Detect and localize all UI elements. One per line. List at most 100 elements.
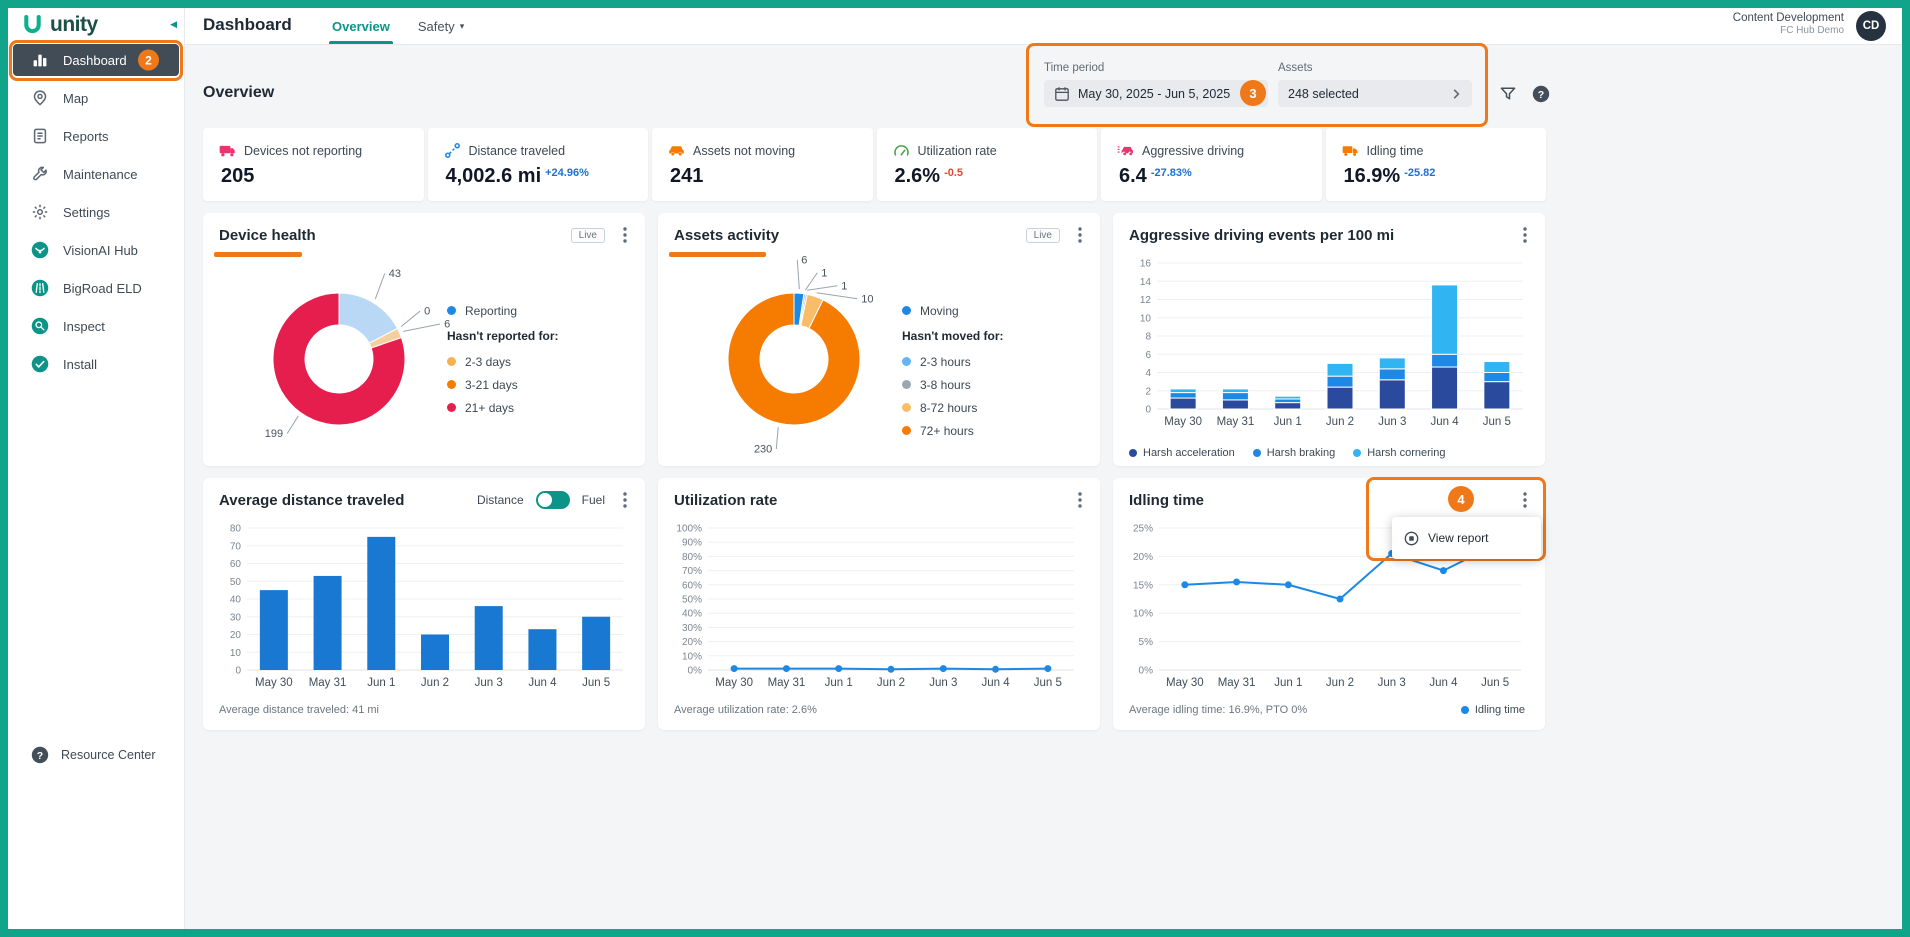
svg-text:20%: 20% [1133, 552, 1153, 563]
kpi-delta: +24.96% [545, 167, 589, 179]
view-report-label: View report [1428, 531, 1488, 545]
distance-fuel-toggle[interactable] [536, 491, 570, 509]
legend-label: 3-8 hours [920, 378, 971, 392]
sidebar: unity ◀ Dashboard2MapReportsMaintenanceS… [8, 8, 185, 929]
sidebar-item-visionai-hub[interactable]: VisionAI Hub [8, 231, 184, 269]
route-icon [444, 142, 461, 159]
kpi-delta: -25.82 [1404, 167, 1435, 179]
legend-label: 8-72 hours [920, 401, 977, 415]
svg-text:8: 8 [1145, 332, 1151, 343]
svg-text:Jun 4: Jun 4 [982, 677, 1011, 689]
kebab-menu-icon[interactable] [617, 491, 633, 509]
svg-text:5%: 5% [1139, 637, 1154, 648]
legend-label: Idling time [1475, 704, 1525, 716]
device-health-legend: ReportingHasn't reported for:2-3 days3-2… [447, 299, 559, 419]
legend-item: 2-3 days [447, 350, 559, 373]
assets-value: 248 selected [1288, 87, 1359, 101]
reports-icon [31, 127, 49, 145]
svg-text:0: 0 [424, 306, 430, 318]
map-pin-icon [31, 89, 49, 107]
tab-overview[interactable]: Overview [332, 8, 390, 44]
svg-text:Jun 5: Jun 5 [1483, 416, 1511, 428]
svg-text:Jun 3: Jun 3 [475, 677, 503, 689]
sidebar-item-install[interactable]: Install [8, 345, 184, 383]
kpi-value: 6.4 [1119, 165, 1147, 187]
svg-text:May 30: May 30 [255, 677, 293, 689]
legend-item: 3-8 hours [902, 373, 1004, 396]
calendar-icon [1054, 86, 1070, 102]
svg-text:Jun 2: Jun 2 [1326, 416, 1354, 428]
sidebar-collapse-icon[interactable]: ◀ [170, 19, 177, 30]
kpi-card-utilization-rate: Utilization rate2.6%-0.5 [877, 128, 1098, 201]
sidebar-item-resource-center[interactable]: ? Resource Center [8, 744, 156, 766]
svg-text:30: 30 [230, 612, 242, 623]
legend-dot [902, 380, 911, 389]
annotation-step-4: 4 [1448, 486, 1474, 512]
kebab-menu-icon[interactable] [617, 226, 633, 244]
card-title-average-distance: Average distance traveled [219, 492, 465, 509]
kpi-card-idling-time: Idling time 16.9%-25.82 [1326, 128, 1547, 201]
kpi-card-aggressive-driving: Aggressive driving6.4-27.83% [1101, 128, 1322, 201]
svg-text:50%: 50% [682, 595, 702, 606]
legend-item: 21+ days [447, 396, 559, 419]
svg-text:?: ? [1538, 89, 1544, 101]
svg-text:80: 80 [230, 524, 242, 535]
topbar: Dashboard Overview Safety▾ Content Devel… [184, 8, 1902, 45]
legend-dot [902, 403, 911, 412]
kpi-card-distance-traveled: Distance traveled4,002.6 mi+24.96% [428, 128, 649, 201]
kpi-card-devices-not-reporting: Devices not reporting205 [203, 128, 424, 201]
svg-text:60: 60 [230, 559, 242, 570]
kebab-menu-icon[interactable] [1517, 491, 1533, 509]
sidebar-item-dashboard[interactable]: Dashboard2 [13, 44, 179, 76]
kpi-value: 16.9% [1344, 165, 1401, 187]
idling-time-card: Idling time 0%5%10%15%20%25%May 30May 31… [1113, 478, 1545, 730]
kpi-value: 2.6% [895, 165, 941, 187]
avatar[interactable]: CD [1856, 11, 1886, 41]
legend-item: Reporting [447, 299, 559, 322]
sidebar-item-label: Inspect [63, 319, 105, 334]
help-button[interactable]: ? [1531, 84, 1551, 104]
time-period-value: May 30, 2025 - Jun 5, 2025 [1078, 87, 1230, 101]
annotation-underline-assets-activity [669, 252, 766, 257]
sidebar-item-map[interactable]: Map [8, 79, 184, 117]
svg-text:25%: 25% [1133, 524, 1153, 535]
kpi-label: Distance traveled [469, 144, 566, 158]
kpi-row: Devices not reporting205Distance travele… [203, 128, 1546, 201]
legend-item: 2-3 hours [902, 350, 1004, 373]
kebab-menu-icon[interactable] [1517, 226, 1533, 244]
sidebar-item-reports[interactable]: Reports [8, 117, 184, 155]
legend-item: Moving [902, 299, 1004, 322]
legend-label: 2-3 hours [920, 355, 971, 369]
install-icon [31, 355, 49, 373]
visionai-icon [31, 241, 49, 259]
svg-text:Jun 4: Jun 4 [1431, 416, 1460, 428]
page-title: Dashboard [203, 15, 292, 35]
svg-text:40: 40 [230, 595, 242, 606]
svg-text:20: 20 [230, 630, 242, 641]
idling-time-legend: Idling time [1461, 704, 1525, 716]
utilization-rate-card: Utilization rate 0%10%20%30%40%50%60%70%… [658, 478, 1100, 730]
legend-item: Harsh acceleration [1129, 447, 1235, 459]
sidebar-item-settings[interactable]: Settings [8, 193, 184, 231]
svg-text:May 31: May 31 [768, 677, 806, 689]
kebab-menu-icon[interactable] [1072, 491, 1088, 509]
sidebar-item-inspect[interactable]: Inspect [8, 307, 184, 345]
account-subtitle: FC Hub Demo [1733, 25, 1844, 36]
view-report-menu-item[interactable]: View report [1392, 517, 1541, 559]
assets-activity-card: Assets activity Live 61110230 MovingHasn… [658, 213, 1100, 466]
svg-text:Jun 5: Jun 5 [582, 677, 610, 689]
svg-text:Jun 4: Jun 4 [1429, 677, 1458, 689]
toggle-label-fuel: Fuel [582, 493, 605, 507]
svg-text:Jun 1: Jun 1 [1274, 416, 1302, 428]
kpi-label: Aggressive driving [1142, 144, 1244, 158]
tab-safety[interactable]: Safety▾ [418, 8, 464, 44]
kpi-label: Idling time [1367, 144, 1424, 158]
sidebar-item-bigroad-eld[interactable]: BigRoad ELD [8, 269, 184, 307]
kebab-menu-icon[interactable] [1072, 226, 1088, 244]
svg-text:10%: 10% [1133, 609, 1153, 620]
sidebar-item-maintenance[interactable]: Maintenance [8, 155, 184, 193]
svg-text:43: 43 [389, 268, 401, 280]
assets-selector[interactable]: 248 selected [1278, 80, 1472, 107]
filter-button[interactable] [1498, 84, 1518, 104]
time-period-picker[interactable]: May 30, 2025 - Jun 5, 2025 [1044, 80, 1268, 107]
